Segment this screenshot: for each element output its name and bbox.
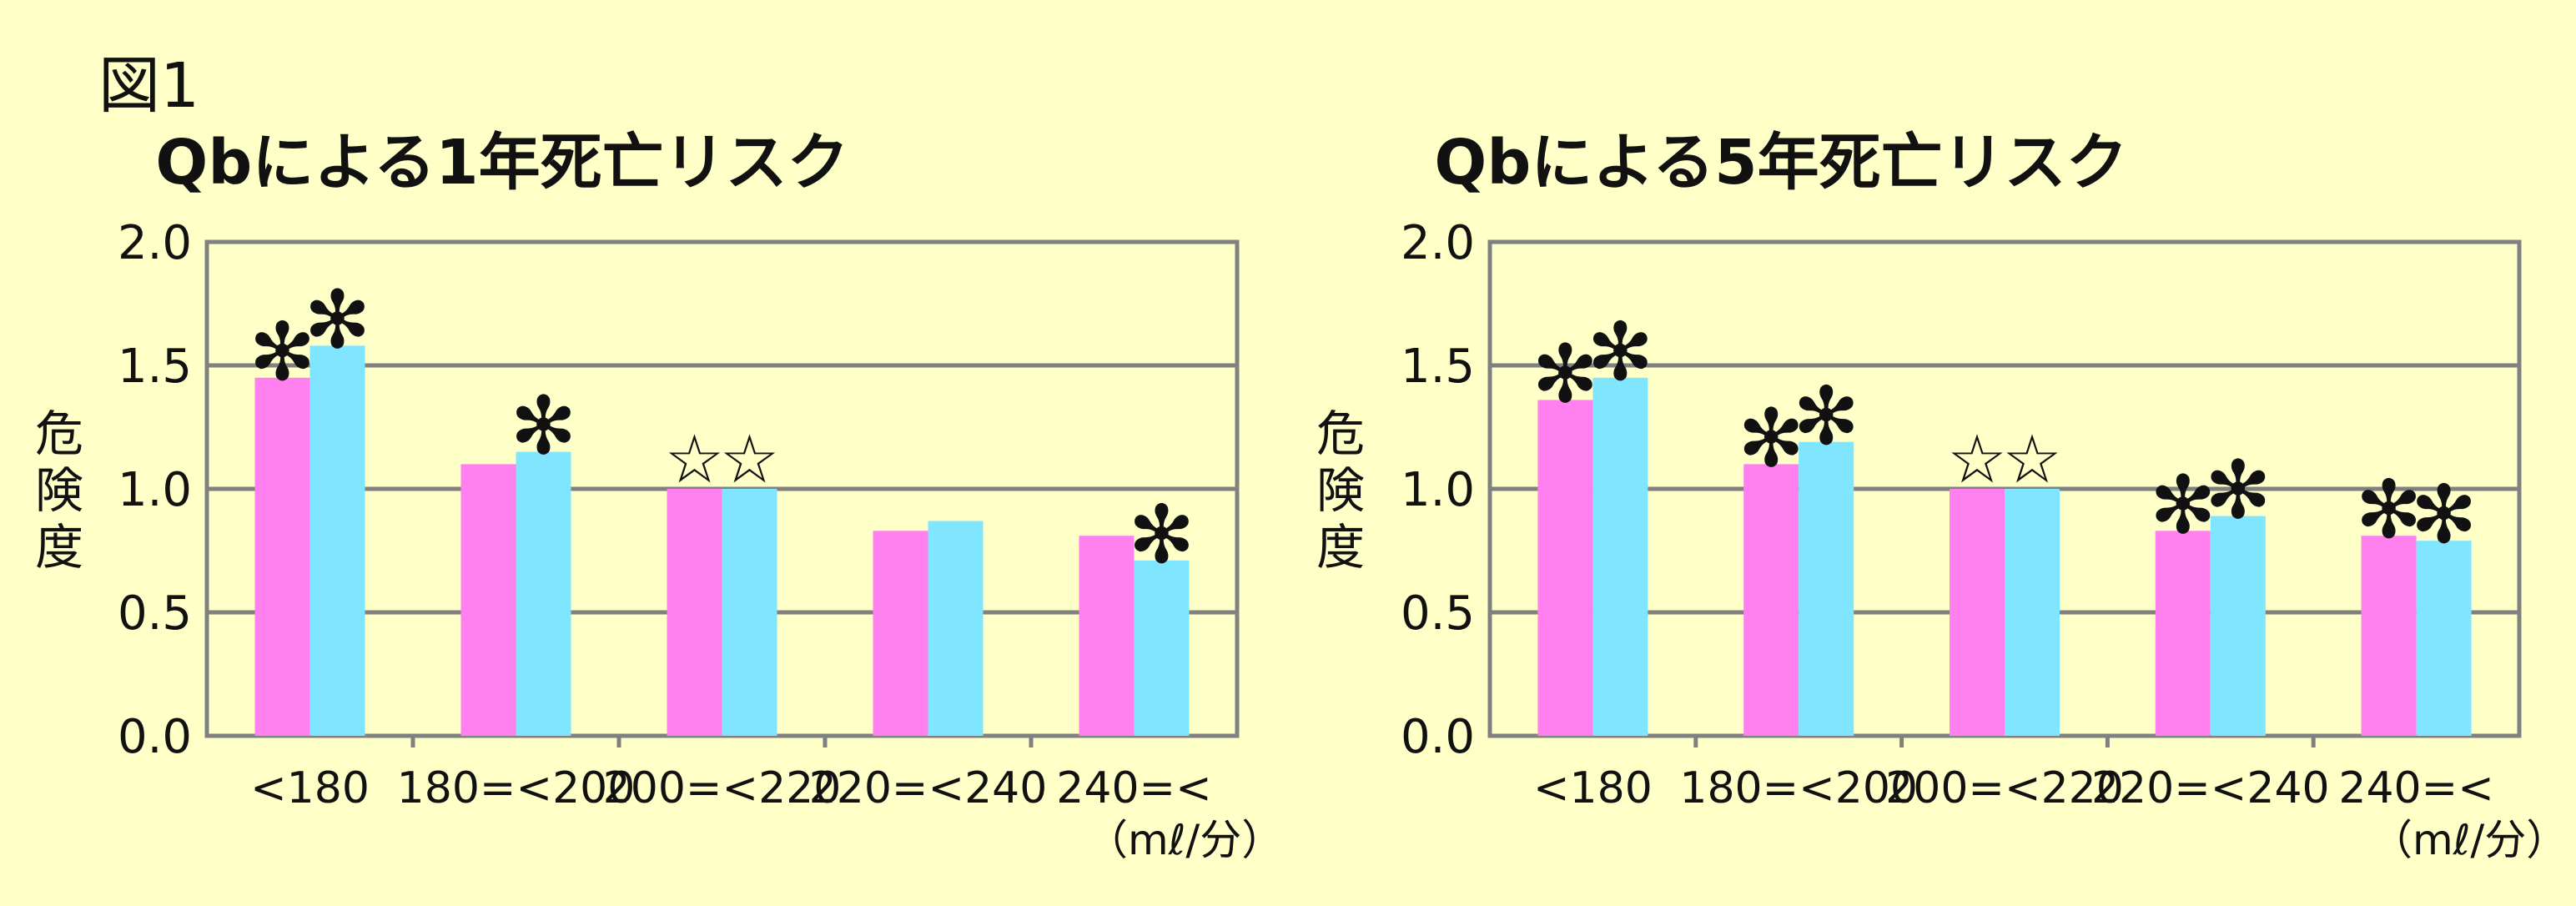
x-category-label-5yr: 180=<200 — [1679, 763, 1918, 813]
bar-5yr-s2 — [2005, 489, 2060, 736]
x-axis-unit-1yr: （mℓ/分） — [1086, 816, 1284, 864]
significance-marker-1yr: ✻ — [510, 380, 576, 473]
significance-marker-5yr: ✻ — [2355, 463, 2422, 556]
bar-5yr-s1 — [1537, 400, 1593, 736]
significance-marker-5yr: ✻ — [2205, 444, 2272, 537]
significance-marker-5yr: ✻ — [2410, 468, 2477, 561]
bar-1yr-s2 — [516, 451, 571, 736]
bar-1yr-s1 — [254, 377, 310, 736]
significance-marker-1yr: ✻ — [304, 273, 370, 366]
figure-label: 図1 — [98, 50, 200, 122]
significance-marker-5yr: ✻ — [1738, 391, 1804, 485]
significance-marker-5yr: ☆ — [2002, 420, 2062, 498]
x-category-label-1yr: <180 — [250, 763, 370, 813]
y-axis-label-5yr: 危険度 — [1316, 405, 1365, 576]
significance-marker-5yr: ✻ — [2150, 458, 2216, 551]
y-tick-label-5yr: 0.5 — [1401, 586, 1475, 641]
bar-1yr-s1 — [1079, 536, 1135, 736]
bar-5yr-s1 — [2155, 531, 2211, 736]
bar-1yr-s1 — [460, 464, 516, 736]
y-tick-label-5yr: 0.0 — [1401, 710, 1475, 764]
bar-5yr-s2 — [2416, 541, 2472, 736]
bar-1yr-s2 — [1134, 560, 1190, 736]
y-tick-label-1yr: 2.0 — [118, 216, 192, 270]
y-axis-label-1yr: 危険度 — [34, 405, 83, 576]
significance-marker-5yr: ☆ — [1947, 420, 2007, 498]
bar-5yr-s2 — [1799, 441, 1854, 736]
y-tick-label-5yr: 1.0 — [1401, 463, 1475, 517]
y-tick-label-5yr: 2.0 — [1401, 216, 1475, 270]
bar-5yr-s1 — [2361, 536, 2417, 736]
y-tick-label-5yr: 1.5 — [1401, 340, 1475, 394]
significance-marker-5yr: ✻ — [1532, 327, 1598, 420]
significance-marker-5yr: ✻ — [1587, 305, 1653, 399]
x-category-label-5yr: 240=< — [2338, 763, 2493, 813]
y-tick-label-1yr: 0.5 — [118, 586, 192, 641]
significance-marker-1yr: ✻ — [1128, 488, 1195, 581]
chart-title-1yr: Qbによる1年死亡リスク — [155, 127, 849, 199]
y-tick-label-1yr: 1.0 — [118, 463, 192, 517]
x-category-label-5yr: <180 — [1533, 763, 1653, 813]
x-category-label-5yr: 200=<220 — [1885, 763, 2124, 813]
x-axis-unit-5yr: （mℓ/分） — [2371, 816, 2568, 864]
bar-1yr-s1 — [873, 531, 928, 736]
x-category-label-5yr: 220=<240 — [2091, 763, 2330, 813]
y-tick-label-1yr: 0.0 — [118, 710, 192, 764]
x-category-label-1yr: 240=< — [1056, 763, 1211, 813]
significance-marker-1yr: ☆ — [720, 420, 780, 498]
chart-title-5yr: Qbによる5年死亡リスク — [1434, 127, 2128, 199]
bar-5yr-s2 — [1592, 377, 1648, 736]
bar-1yr-s1 — [667, 489, 722, 736]
bar-5yr-s1 — [1950, 489, 2005, 736]
significance-marker-5yr: ✻ — [1793, 370, 1859, 463]
x-category-label-1yr: 200=<220 — [603, 763, 842, 813]
x-category-label-1yr: 220=<240 — [809, 763, 1048, 813]
x-category-label-1yr: 180=<200 — [397, 763, 636, 813]
bar-1yr-s2 — [928, 521, 984, 736]
bar-1yr-s2 — [722, 489, 777, 736]
significance-marker-1yr: ✻ — [249, 305, 315, 399]
bar-1yr-s2 — [309, 345, 365, 736]
y-tick-label-1yr: 1.5 — [118, 340, 192, 394]
significance-marker-1yr: ☆ — [665, 420, 725, 498]
bar-5yr-s2 — [2210, 516, 2266, 736]
bar-5yr-s1 — [1743, 464, 1799, 736]
